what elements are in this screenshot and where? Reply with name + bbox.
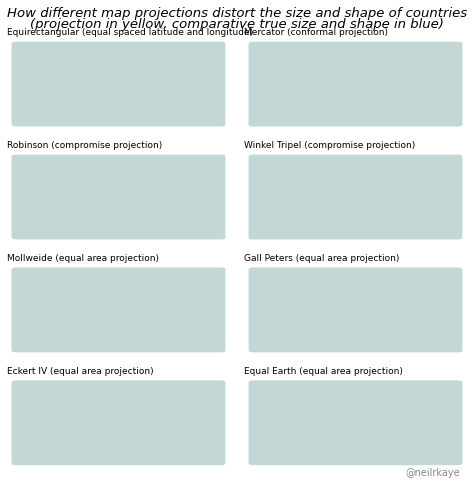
Text: Equirectangular (equal spaced latitude and longitude): Equirectangular (equal spaced latitude a… [7, 28, 253, 37]
Text: Robinson (compromise projection): Robinson (compromise projection) [7, 141, 163, 150]
Text: Gall Peters (equal area projection): Gall Peters (equal area projection) [244, 254, 400, 263]
FancyBboxPatch shape [11, 42, 226, 127]
Text: @neilrkaye: @neilrkaye [405, 468, 460, 478]
Text: Mollweide (equal area projection): Mollweide (equal area projection) [7, 254, 159, 263]
Text: Winkel Tripel (compromise projection): Winkel Tripel (compromise projection) [244, 141, 415, 150]
Text: Mercator (conformal projection): Mercator (conformal projection) [244, 28, 388, 37]
FancyBboxPatch shape [248, 42, 463, 127]
Text: (projection in yellow, comparative true size and shape in blue): (projection in yellow, comparative true … [30, 18, 444, 31]
FancyBboxPatch shape [248, 268, 463, 353]
FancyBboxPatch shape [248, 155, 463, 240]
FancyBboxPatch shape [248, 381, 463, 465]
Text: Eckert IV (equal area projection): Eckert IV (equal area projection) [7, 367, 154, 376]
FancyBboxPatch shape [11, 155, 226, 240]
Text: Equal Earth (equal area projection): Equal Earth (equal area projection) [244, 367, 403, 376]
Text: How different map projections distort the size and shape of countries: How different map projections distort th… [7, 7, 467, 20]
FancyBboxPatch shape [11, 381, 226, 465]
FancyBboxPatch shape [11, 268, 226, 353]
